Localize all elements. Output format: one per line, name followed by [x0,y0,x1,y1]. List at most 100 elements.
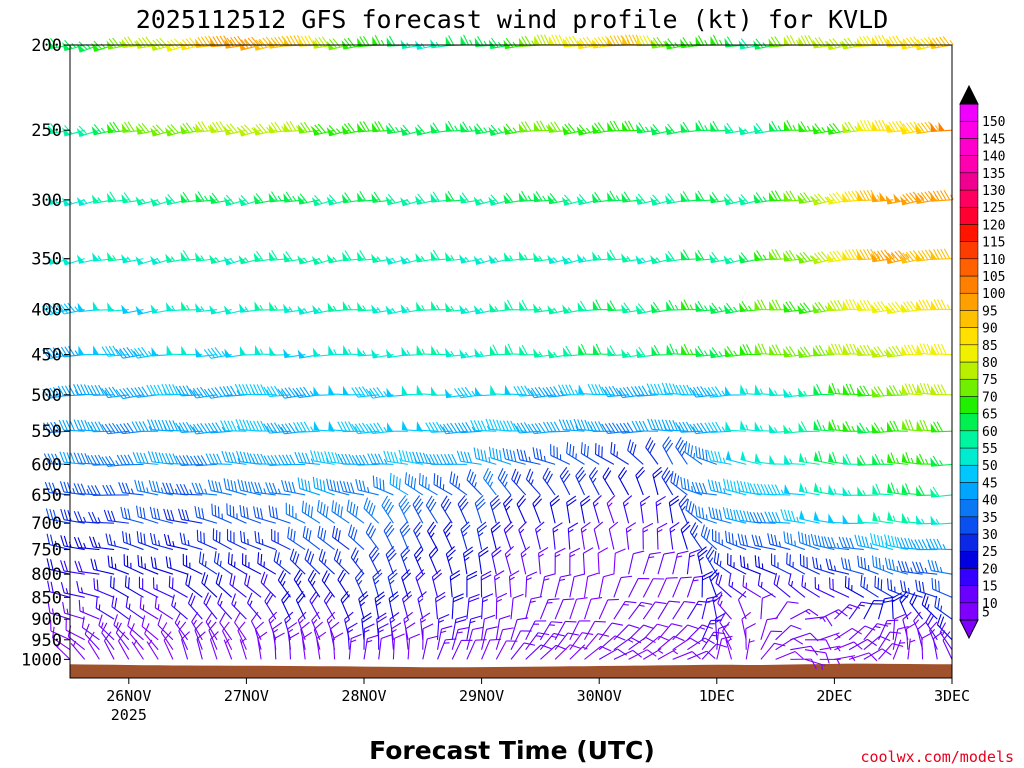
barb-half-feather [689,304,694,310]
barb-pennant [828,484,834,494]
barb-feather [578,124,587,134]
wind-barb [628,550,645,575]
barb-staff [144,633,159,651]
barb-feather [463,451,469,463]
barb-feather [64,125,73,135]
barb-feather [167,193,176,204]
barb-staff [152,44,174,52]
barb-feather [740,252,749,262]
barb-feather [894,301,903,312]
barb-feather [594,191,602,202]
barb-half-feather [519,528,525,534]
barb-half-feather [285,618,291,624]
barb-feather [891,592,903,599]
barb-feather [864,625,876,631]
barb-half-feather [946,304,951,310]
barb-feather [816,419,822,431]
barb-feather [539,449,543,461]
barb-feather [176,483,182,495]
barb-pennant [783,121,790,131]
barb-half-feather [898,389,903,396]
wind-barb [725,421,747,432]
barb-feather [624,34,631,45]
wind-barb [355,478,379,496]
barb-feather [741,534,745,546]
barb-feather [281,423,289,434]
barb-half-feather [597,254,602,260]
barb-feather [163,533,168,546]
barb-feather [913,121,921,131]
wind-barb [760,617,779,640]
barb-half-feather [567,307,573,313]
barb-feather [257,552,260,564]
barb-feather [77,452,83,464]
barb-pennant [91,126,100,135]
barb-feather [246,419,252,431]
barb-half-feather [225,638,230,644]
wind-barb [887,482,908,496]
barb-feather [889,420,896,432]
barb-feather [876,250,885,261]
wind-barb [47,580,71,598]
barb-feather [909,122,918,132]
barb-staff [887,491,908,496]
barb-half-feather [825,349,830,356]
barb-feather [861,601,873,605]
barb-half-feather [240,638,246,644]
wind-barb [312,476,335,496]
barb-pennant [872,484,878,494]
barb-feather [228,451,234,463]
wind-barb [473,196,497,206]
barb-feather [568,36,576,47]
barb-pennant [930,488,937,498]
wind-barb [403,611,414,640]
barb-feather [546,473,553,484]
barb-pennant [121,304,129,314]
wind-barb [215,572,233,598]
barb-feather [268,611,278,621]
barb-feather [123,192,132,203]
wind-barb [102,484,129,496]
barb-feather [899,590,908,601]
barb-feather [343,481,348,493]
wind-barb [518,521,527,550]
barb-pennant [328,420,335,431]
barb-feather [771,484,777,495]
barb-feather [48,303,58,314]
barb-feather [293,35,300,46]
barb-feather [873,251,881,261]
barb-pennant [635,195,644,205]
barb-feather [163,631,172,641]
barb-pennant [901,452,908,463]
barb-staff [672,624,688,641]
wind-barb [309,591,321,620]
barb-half-feather [366,486,370,493]
barb-feather [130,387,138,398]
barb-feather [891,251,900,262]
barb-feather [244,573,248,585]
barb-feather [657,522,668,530]
wind-barb [101,345,129,357]
barb-feather [908,383,914,395]
wind-barb [613,624,640,641]
wind-barb [838,536,864,551]
barb-half-feather [934,125,940,131]
barb-feather [502,473,508,485]
wind-barb [111,595,130,620]
barb-pennant [797,348,805,358]
barb-half-feather [837,388,841,395]
barb-feather [372,475,375,487]
barb-feather [707,387,715,398]
barb-pennant [78,345,85,355]
barb-feather [308,530,312,542]
barb-feather [526,571,538,577]
barb-feather [137,555,140,567]
barb-staff [210,199,232,204]
barb-feather [78,599,81,612]
barb-half-feather [805,610,811,615]
barb-staff [608,528,615,550]
barb-feather [152,125,161,135]
barb-feather [653,344,661,356]
barb-feather [873,534,877,546]
barb-pennant [62,127,71,136]
